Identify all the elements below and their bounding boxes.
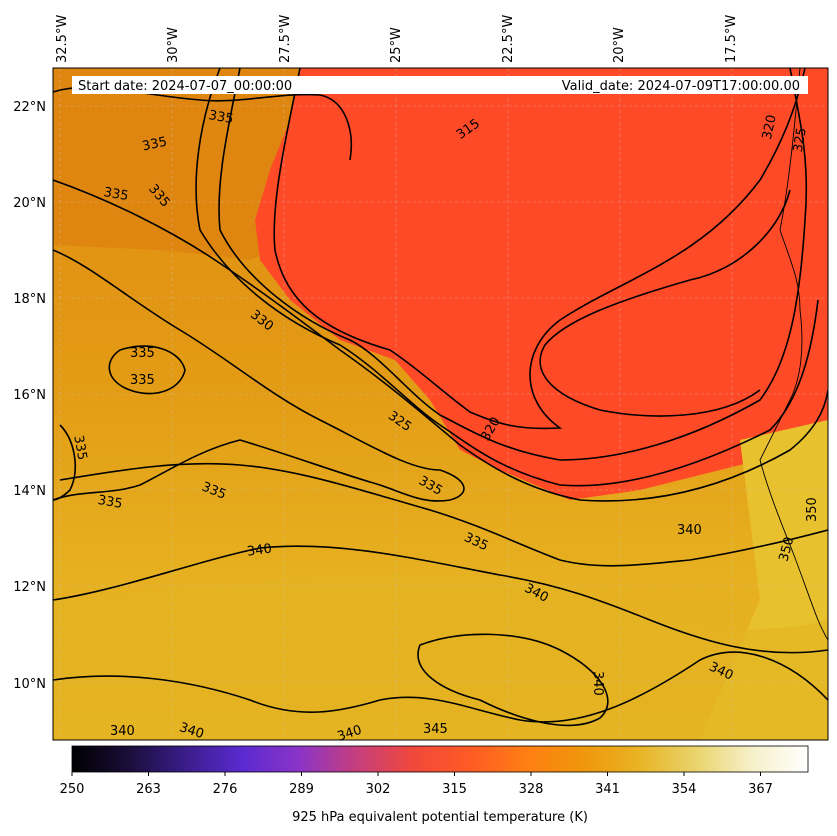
contour-330 [53, 179, 828, 502]
colorbar-tick-label: 276 [213, 782, 238, 797]
colorbar-tick-label: 354 [672, 782, 697, 797]
contour-340-mid [417, 633, 609, 727]
colorbar-tick-label: 263 [136, 782, 161, 797]
contour-340-south [53, 651, 828, 723]
valid-date-text: Valid_date: 2024-07-09T17:00:00.00 [562, 79, 800, 94]
contour-335-south [59, 462, 828, 567]
contour-335-west-blob [108, 345, 186, 395]
map-frame [52, 67, 829, 741]
contour-label: 350 [776, 535, 797, 563]
contour-label: 335 [97, 493, 124, 512]
contour-label: 340 [246, 541, 273, 559]
lon-label: 20°W [612, 27, 627, 63]
contour-label: 335 [70, 434, 89, 461]
contour-label: 340 [590, 671, 605, 696]
colorbar-tick-label: 341 [595, 782, 620, 797]
colorbar-ticks [71, 772, 761, 776]
lat-label: 10°N [13, 677, 46, 692]
contour-320-inner-loop [539, 189, 791, 417]
contour-label: 335 [141, 135, 168, 155]
contour-label: 325 [791, 126, 810, 153]
contour-label: 335 [130, 346, 155, 361]
lon-label: 17.5°W [724, 15, 739, 63]
contour-label: 335 [102, 185, 129, 204]
contour-label: 350 [805, 497, 820, 522]
start-date-text: Start date: 2024-07-07_00:00:00 [78, 79, 292, 94]
lat-label: 22°N [13, 100, 46, 115]
lat-label: 18°N [13, 292, 46, 307]
lat-label: 20°N [13, 196, 46, 211]
longitude-labels: 32.5°W 30°W 27.5°W 25°W 22.5°W 20°W 17.5… [55, 15, 739, 63]
lat-label: 16°N [13, 388, 46, 403]
colorbar-tick-label: 289 [289, 782, 314, 797]
colorbar-tick-label: 302 [366, 782, 391, 797]
lat-label: 12°N [13, 580, 46, 595]
colorbar-tick-label: 328 [519, 782, 544, 797]
graticule [53, 68, 828, 740]
lon-label: 27.5°W [278, 15, 293, 63]
contour-label: 320 [760, 113, 780, 140]
colorbar-label: 925 hPa equivalent potential temperature… [292, 810, 588, 825]
lon-label: 25°W [389, 27, 404, 63]
latitude-labels: 22°N 20°N 18°N 16°N 14°N 12°N 10°N [13, 100, 46, 692]
contour-325 [195, 68, 819, 487]
lon-label: 32.5°W [55, 15, 70, 63]
contour-335-blob-2 [53, 424, 76, 501]
contour-315 [273, 68, 806, 430]
colorbar-tick-label: 250 [60, 782, 85, 797]
colorbar: 250 263 276 289 302 315 328 341 354 367 … [60, 745, 809, 825]
colorbar-tick-label: 315 [442, 782, 467, 797]
contour-label: 335 [130, 373, 155, 388]
contour-340-north [53, 545, 828, 654]
contour-label: 340 [177, 720, 205, 742]
colorbar-tick-label: 367 [748, 782, 773, 797]
coastline-africa [759, 68, 828, 641]
lon-label: 22.5°W [501, 15, 516, 63]
contour-label: 340 [335, 723, 363, 745]
contour-lines [53, 68, 828, 727]
theta-e-field-warm-region [255, 68, 828, 500]
coastline [759, 68, 828, 641]
lat-label: 14°N [13, 484, 46, 499]
contour-label: 335 [207, 108, 234, 127]
map-area [53, 68, 828, 740]
contour-320 [218, 68, 808, 461]
contour-label: 345 [423, 722, 448, 737]
contour-label: 340 [677, 523, 702, 538]
header-box: Start date: 2024-07-07_00:00:00 Valid_da… [72, 76, 808, 94]
lon-label: 30°W [166, 27, 181, 63]
contour-label: 340 [110, 724, 135, 739]
colorbar-gradient [71, 745, 809, 773]
